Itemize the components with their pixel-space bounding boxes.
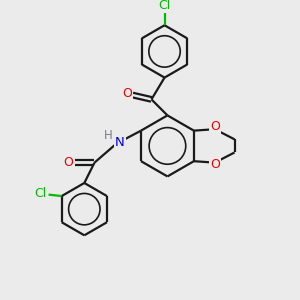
Text: O: O <box>211 158 220 172</box>
Text: O: O <box>211 120 220 134</box>
Text: Cl: Cl <box>34 187 46 200</box>
Text: O: O <box>122 87 132 100</box>
Text: O: O <box>63 156 73 169</box>
Text: Cl: Cl <box>158 0 171 12</box>
Text: N: N <box>115 136 125 149</box>
Text: H: H <box>104 129 112 142</box>
